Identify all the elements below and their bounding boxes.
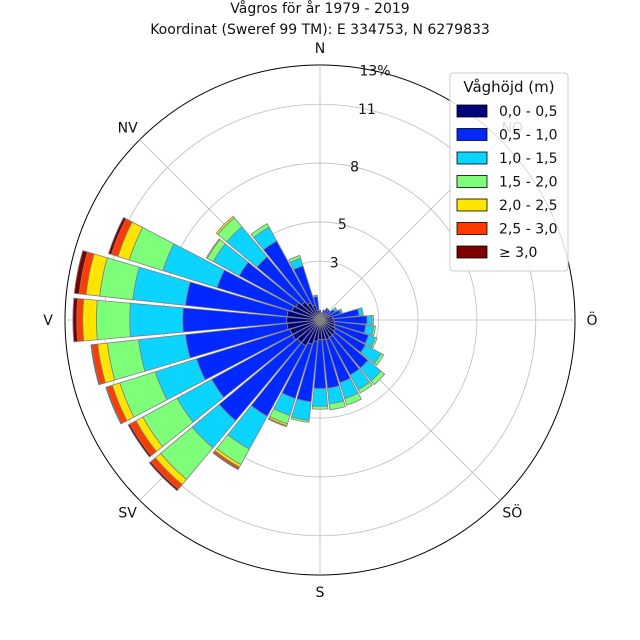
legend-label: 1,0 - 1,5 bbox=[499, 151, 557, 167]
legend-label: 2,5 - 3,0 bbox=[499, 222, 557, 238]
rose-bar-segment bbox=[290, 416, 310, 423]
rose-bar-segment bbox=[366, 314, 373, 326]
rose-bar-segment bbox=[371, 314, 374, 326]
legend-label: 0,5 - 1,0 bbox=[499, 128, 557, 144]
rose-bar-segment bbox=[357, 381, 373, 394]
rose-bar-segment bbox=[311, 405, 329, 410]
legend-swatch bbox=[456, 128, 488, 141]
ring-label: 8 bbox=[350, 160, 359, 176]
rose-bar-segment bbox=[90, 344, 101, 386]
legend-title: Våghöjd (m) bbox=[463, 78, 554, 96]
rose-bar-segment bbox=[95, 299, 131, 341]
rose-bar-segment bbox=[82, 298, 98, 342]
rose-bar-segment bbox=[371, 325, 377, 337]
direction-label: SV bbox=[118, 505, 137, 521]
rose-bar-segment bbox=[288, 254, 302, 264]
rose-bar-segment bbox=[215, 215, 235, 235]
rose-bar-segment bbox=[105, 386, 123, 425]
direction-label: S bbox=[316, 585, 325, 601]
chart-subtitle: Koordinat (Sweref 99 TM): E 334753, N 62… bbox=[150, 22, 490, 38]
rose-bar-segment bbox=[72, 297, 79, 343]
rose-bar-segment bbox=[73, 250, 88, 295]
rose-bar-segment bbox=[205, 238, 221, 259]
rose-bar-segment bbox=[370, 370, 386, 386]
rose-bar-segment bbox=[370, 336, 378, 349]
legend-swatch bbox=[456, 104, 488, 118]
direction-label: Ö bbox=[586, 311, 597, 329]
rose-bar-segment bbox=[357, 307, 364, 317]
legend-swatch bbox=[456, 198, 488, 212]
legend: Våghöjd (m) 0,0 - 0,5 0,5 - 1,0 1,0 - 1,5 1… bbox=[449, 72, 569, 272]
legend-label: 1,5 - 2,0 bbox=[499, 175, 557, 191]
legend-label: ≥ 3,0 bbox=[499, 245, 537, 261]
ring-label: 13% bbox=[359, 64, 390, 80]
direction-label: NV bbox=[118, 121, 138, 137]
rose-bars bbox=[72, 215, 386, 492]
chart-title: Vågros för år 1979 - 2019 bbox=[230, 0, 409, 17]
ring-label: 11 bbox=[358, 102, 376, 118]
legend-swatch bbox=[456, 222, 488, 235]
legend-entries: 0,0 - 0,5 0,5 - 1,0 1,0 - 1,5 1,5 - 2,0 2,0 … bbox=[456, 104, 557, 261]
legend-swatch bbox=[456, 245, 488, 259]
rose-bar-segment bbox=[108, 216, 127, 255]
rose-bar-segment bbox=[312, 294, 318, 298]
rose-bar-segment bbox=[267, 417, 288, 428]
legend-label: 0,0 - 0,5 bbox=[499, 104, 557, 120]
rose-bar-segment bbox=[212, 451, 240, 471]
ring-label: 3 bbox=[330, 255, 339, 271]
legend-label: 2,0 - 2,5 bbox=[499, 198, 557, 214]
legend-swatch bbox=[456, 175, 488, 188]
rose-bar-segment bbox=[338, 308, 343, 315]
legend-swatch bbox=[456, 151, 488, 165]
rose-bar-segment bbox=[148, 461, 179, 492]
rose-bar-segment bbox=[373, 352, 385, 367]
direction-label: V bbox=[43, 313, 53, 329]
direction-label: N bbox=[315, 41, 325, 57]
rose-bar-segment bbox=[328, 400, 346, 411]
rose-bar-segment bbox=[311, 387, 329, 407]
legend-frame bbox=[449, 72, 569, 272]
rose-bar-segment bbox=[250, 223, 270, 239]
direction-label: SÖ bbox=[502, 503, 522, 521]
ring-labels: 3 5 8 11 13% bbox=[330, 64, 391, 272]
ring-label: 5 bbox=[338, 217, 347, 233]
rose-bar-segment bbox=[127, 423, 152, 458]
rose-bar-segment bbox=[344, 392, 362, 406]
rose-bar-segment bbox=[129, 302, 184, 338]
rose-bar-segment bbox=[76, 298, 85, 342]
